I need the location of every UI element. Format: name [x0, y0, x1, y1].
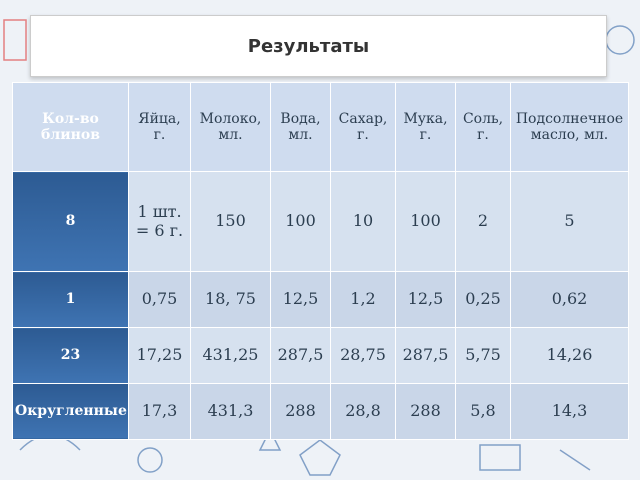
table-row: 23 17,25 431,25 287,5 28,75 287,5 5,75 14,26	[12, 327, 629, 384]
table-cell: 287,5	[395, 327, 456, 384]
row-header: Округленные	[12, 382, 129, 441]
table-cell: 287,5	[270, 327, 331, 384]
table-cell: 1,2	[330, 271, 396, 328]
table-cell: 5	[510, 170, 629, 273]
table-cell: 28,75	[330, 327, 396, 384]
title: Результаты	[247, 35, 370, 57]
header-row: Кол-во блинов Яйца, г. Молоко, мл. Вода, мл…	[12, 82, 629, 172]
table-cell: 431,25	[190, 327, 271, 384]
column-header: Кол-во блинов	[12, 82, 129, 172]
table-cell: 100	[395, 170, 456, 273]
table-cell: 0,62	[510, 271, 629, 328]
table-cell: 1 шт. = 6 г.	[128, 170, 191, 273]
table-cell: 0,25	[455, 271, 511, 328]
table-cell: 150	[190, 170, 271, 273]
table-cell: 288	[395, 382, 456, 441]
table-cell: 12,5	[270, 271, 331, 328]
row-header: 23	[12, 327, 129, 384]
column-header: Сахар, г.	[330, 82, 396, 172]
row-header: 8	[12, 170, 129, 273]
table-cell: 28,8	[330, 382, 396, 441]
column-header: Соль, г.	[455, 82, 511, 172]
results-table: Кол-во блинов Яйца, г. Молоко, мл. Вода, мл…	[12, 82, 629, 441]
column-header: Подсолнечное масло, мл.	[510, 82, 629, 172]
table-cell: 12,5	[395, 271, 456, 328]
table-cell: 100	[270, 170, 331, 273]
title-box: Результаты	[30, 15, 607, 77]
table-cell: 5,75	[455, 327, 511, 384]
table-cell: 288	[270, 382, 331, 441]
table-cell: 17,25	[128, 327, 191, 384]
table-cell: 14,26	[510, 327, 629, 384]
table-cell: 14,3	[510, 382, 629, 441]
table-cell: 2	[455, 170, 511, 273]
table-row: Округленные 17,3 431,3 288 28,8 288 5,8 14,3	[12, 382, 629, 441]
column-header: Молоко, мл.	[190, 82, 271, 172]
table-cell: 18, 75	[190, 271, 271, 328]
table-cell: 10	[330, 170, 396, 273]
table-cell: 17,3	[128, 382, 191, 441]
table-cell: 5,8	[455, 382, 511, 441]
column-header: Мука, г.	[395, 82, 456, 172]
column-header: Яйца, г.	[128, 82, 191, 172]
column-header: Вода, мл.	[270, 82, 331, 172]
table-row: 1 0,75 18, 75 12,5 1,2 12,5 0,25 0,62	[12, 271, 629, 328]
row-header: 1	[12, 271, 129, 328]
table-cell: 431,3	[190, 382, 271, 441]
table-cell: 0,75	[128, 271, 191, 328]
